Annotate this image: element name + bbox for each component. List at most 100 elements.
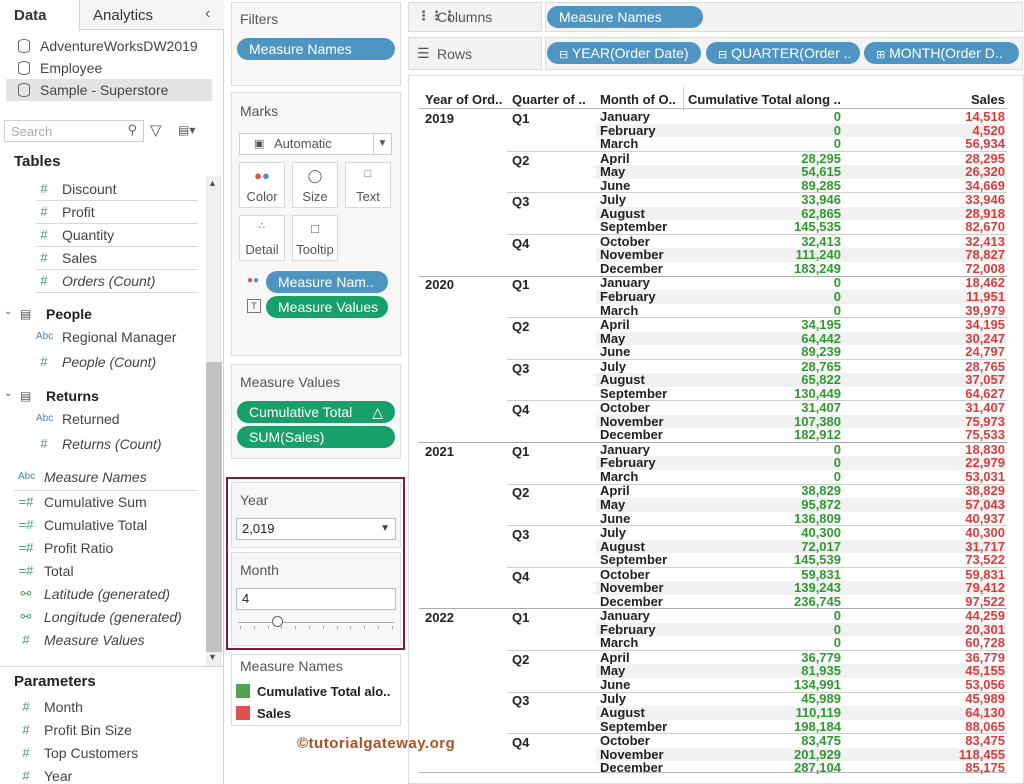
cumulative-value: 182,912: [794, 427, 841, 443]
quarter-header[interactable]: Q3: [512, 194, 530, 210]
sales-value: 75,533: [965, 427, 1005, 443]
string-type-icon: Abc: [18, 471, 36, 482]
marks-pill-measure-values[interactable]: Measure Values: [266, 296, 388, 318]
quarter-header[interactable]: Q3: [512, 527, 530, 542]
filter-pill-measure-names[interactable]: Measure Names: [237, 38, 395, 60]
globe-icon: ⚯: [20, 586, 32, 601]
scroll-down-icon[interactable]: ▼: [208, 652, 217, 662]
year-dropdown[interactable]: 2,019 ▼: [236, 518, 396, 540]
marks-text-button[interactable]: □ Text: [345, 162, 391, 208]
sales-value: 14,518: [965, 109, 1005, 124]
table-people[interactable]: People: [46, 306, 92, 322]
marks-detail-button[interactable]: ∴ Detail: [239, 215, 285, 261]
quarter-header[interactable]: Q2: [512, 319, 530, 334]
quarter-header[interactable]: Q3: [512, 693, 530, 709]
header-year: Year of Ord..: [425, 92, 503, 107]
scrollbar-thumb[interactable]: [206, 362, 222, 652]
measure-values-pill-sales[interactable]: SUM(Sales): [237, 426, 395, 448]
number-type-icon: #: [40, 204, 48, 219]
scroll-up-icon[interactable]: ▲: [208, 178, 217, 188]
month-label: March: [600, 635, 639, 651]
quarter-header[interactable]: Q3: [512, 360, 530, 376]
marks-tooltip-button[interactable]: □ Tooltip: [292, 215, 338, 261]
scrollbar[interactable]: ▲ ▼: [206, 176, 222, 666]
sales-value: 4,520: [972, 122, 1005, 138]
month-input[interactable]: 4: [236, 588, 396, 610]
month-slider-thumb[interactable]: [271, 616, 283, 627]
quarter-header[interactable]: Q2: [512, 651, 530, 667]
tooltip-icon: □: [311, 221, 319, 236]
marks-color-button[interactable]: ●● Color: [239, 162, 285, 208]
rows-pill-year[interactable]: ⊟ YEAR(Order Date): [547, 42, 701, 64]
quarter-divider: [507, 650, 1007, 651]
quarter-header[interactable]: Q1: [512, 277, 530, 293]
quarter-header[interactable]: Q2: [512, 485, 530, 501]
parameters-header: Parameters: [14, 673, 96, 690]
sales-value: 40,937: [965, 510, 1005, 526]
marks-size-button[interactable]: ◯ Size: [292, 162, 338, 208]
quarter-header[interactable]: Q2: [512, 152, 530, 168]
quarter-header[interactable]: Q4: [512, 402, 530, 418]
header-sales: Sales: [971, 92, 1005, 107]
sales-value: 78,827: [965, 247, 1005, 263]
cumulative-value: 32,413: [801, 233, 841, 249]
year-header[interactable]: 2021: [425, 443, 454, 459]
month-label: December: [600, 427, 663, 443]
measure-values-pill-cumulative[interactable]: Cumulative Total △: [237, 401, 395, 423]
quarter-header[interactable]: Q4: [512, 735, 530, 750]
quarter-header[interactable]: Q4: [512, 568, 530, 584]
chevron-down-icon[interactable]: ⌄: [4, 388, 13, 399]
rows-pill-month[interactable]: ⊞ MONTH(Order D..: [864, 42, 1019, 64]
cumulative-value: 107,380: [794, 413, 841, 429]
sales-value: 73,522: [965, 552, 1005, 568]
month-label: October: [600, 733, 650, 748]
collapse-pane-icon[interactable]: ‹: [205, 5, 211, 22]
sales-value: 64,130: [965, 705, 1005, 720]
sales-value: 34,195: [965, 317, 1005, 332]
parameter-highlight-box: [226, 477, 405, 650]
sales-value: 59,831: [965, 566, 1005, 582]
filter-icon[interactable]: ▽: [150, 122, 162, 139]
month-label: April: [600, 317, 630, 332]
sales-value: 75,973: [965, 413, 1005, 429]
columns-pill-measure-names[interactable]: Measure Names: [547, 6, 703, 28]
columns-shelf-label: ⋮⋮⋮ Columns: [408, 2, 542, 32]
header-divider: [683, 87, 684, 111]
year-header[interactable]: 2020: [425, 277, 454, 293]
quarter-divider: [507, 566, 1007, 568]
quarter-header[interactable]: Q1: [512, 443, 530, 459]
quarter-divider: [507, 525, 1007, 527]
cumulative-value: 54,615: [801, 164, 841, 180]
number-type-icon: #: [40, 354, 48, 369]
year-header[interactable]: 2022: [425, 610, 454, 626]
cumulative-value: 34,195: [801, 317, 841, 332]
rows-icon: ☰: [417, 45, 430, 61]
cumulative-value: 45,989: [801, 691, 841, 707]
cumulative-value: 130,449: [794, 385, 841, 401]
month-slider-track[interactable]: [238, 622, 394, 623]
month-label: July: [600, 691, 627, 707]
globe-icon: ⚯: [20, 609, 32, 624]
rows-pill-quarter[interactable]: ⊟ QUARTER(Order ..: [706, 42, 860, 64]
quarter-header[interactable]: Q1: [512, 610, 530, 626]
table-returns[interactable]: Returns: [46, 388, 99, 404]
chevron-down-icon[interactable]: ⌄: [4, 306, 13, 317]
marks-pill-measure-names[interactable]: Measure Nam..: [266, 271, 388, 293]
header-cumulative: Cumulative Total along ..: [688, 92, 841, 107]
month-label: December: [600, 593, 663, 609]
sales-value: 45,989: [965, 691, 1005, 707]
quarter-header[interactable]: Q4: [512, 235, 530, 251]
database-icon: [18, 39, 30, 53]
cumulative-value: 65,822: [801, 372, 841, 388]
sales-value: 56,934: [965, 136, 1005, 152]
search-input[interactable]: Search ⚲: [4, 120, 144, 142]
year-header[interactable]: 2019: [425, 111, 454, 126]
month-label: August: [600, 705, 645, 720]
tab-data[interactable]: Data: [0, 0, 80, 31]
tab-analytics[interactable]: Analytics: [93, 7, 154, 24]
quarter-header[interactable]: Q1: [512, 111, 530, 126]
sales-value: 53,056: [965, 677, 1005, 692]
view-list-icon[interactable]: ▤▾: [178, 123, 196, 137]
mark-type-dropdown[interactable]: ▣ Automatic ▼: [239, 133, 392, 155]
expand-icon: ⊞: [876, 49, 886, 61]
